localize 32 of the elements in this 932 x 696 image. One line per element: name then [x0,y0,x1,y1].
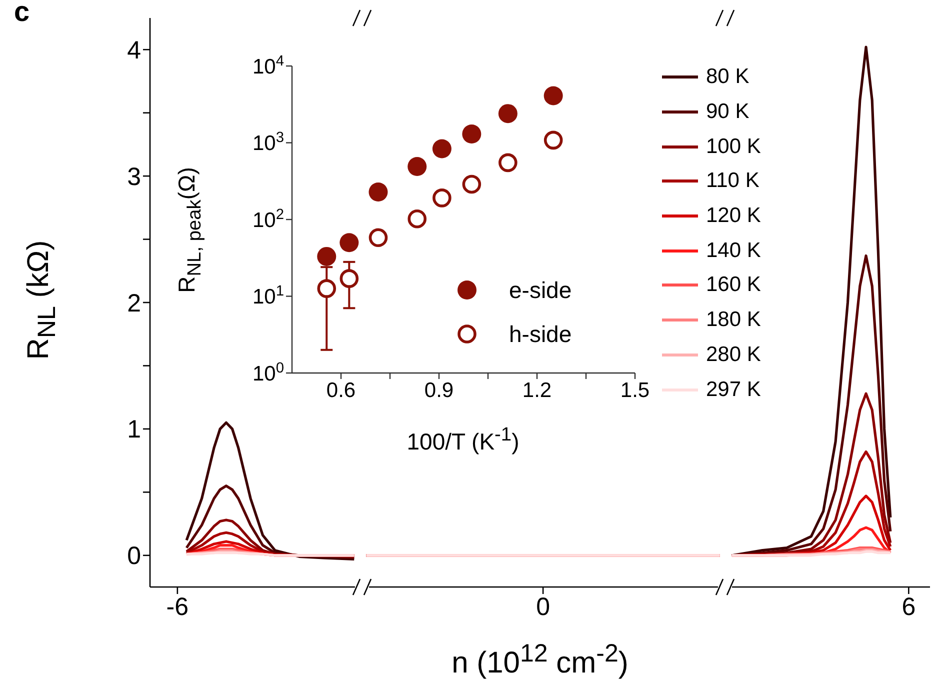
y-tick-label: 4 [127,36,142,64]
x-axis-title: 100/T (K$^{-1}$) [406,424,520,456]
y-tick-label: 10$^{0}$ [252,360,284,386]
x-tick-label: -6 [166,592,189,621]
legend-label: 120 K [706,204,761,228]
x-tick-label: 1.5 [620,378,650,402]
legend-label: 160 K [706,273,761,298]
y-tick-label: 1 [127,416,141,444]
y-tick-label: 10$^{1}$ [252,284,284,309]
legend-label: h-side [509,320,572,348]
x-tick-label: 0.6 [326,378,356,402]
y-tick-label: 10$^{2}$ [252,206,284,232]
legend-label: 80 K [706,65,750,90]
legend-label: 90 K [706,100,750,124]
y-tick-label: 3 [127,162,141,191]
x-tick-label: 0.9 [424,378,454,402]
legend-label: 100 K [706,134,761,159]
legend-label: 140 K [706,238,761,263]
legend-label: e-side [509,276,572,304]
legend-label: 110 K [706,169,760,194]
legend-label: 280 K [706,342,761,367]
legend-label: 297 K [706,378,761,402]
y-tick-label: 10$^{4}$ [252,53,284,78]
x-axis-title: n (10$^{12}$ cm$^{-2}$) [452,640,628,680]
legend-label: 180 K [706,308,761,332]
x-tick-label: 0 [536,592,550,621]
y-tick-label: 10$^{3}$ [252,130,284,156]
y-tick-label: 0 [127,542,141,570]
y-tick-label: 2 [127,289,141,318]
text: c [14,0,30,28]
x-tick-label: 6 [902,592,916,621]
x-tick-label: 1.2 [522,378,552,402]
